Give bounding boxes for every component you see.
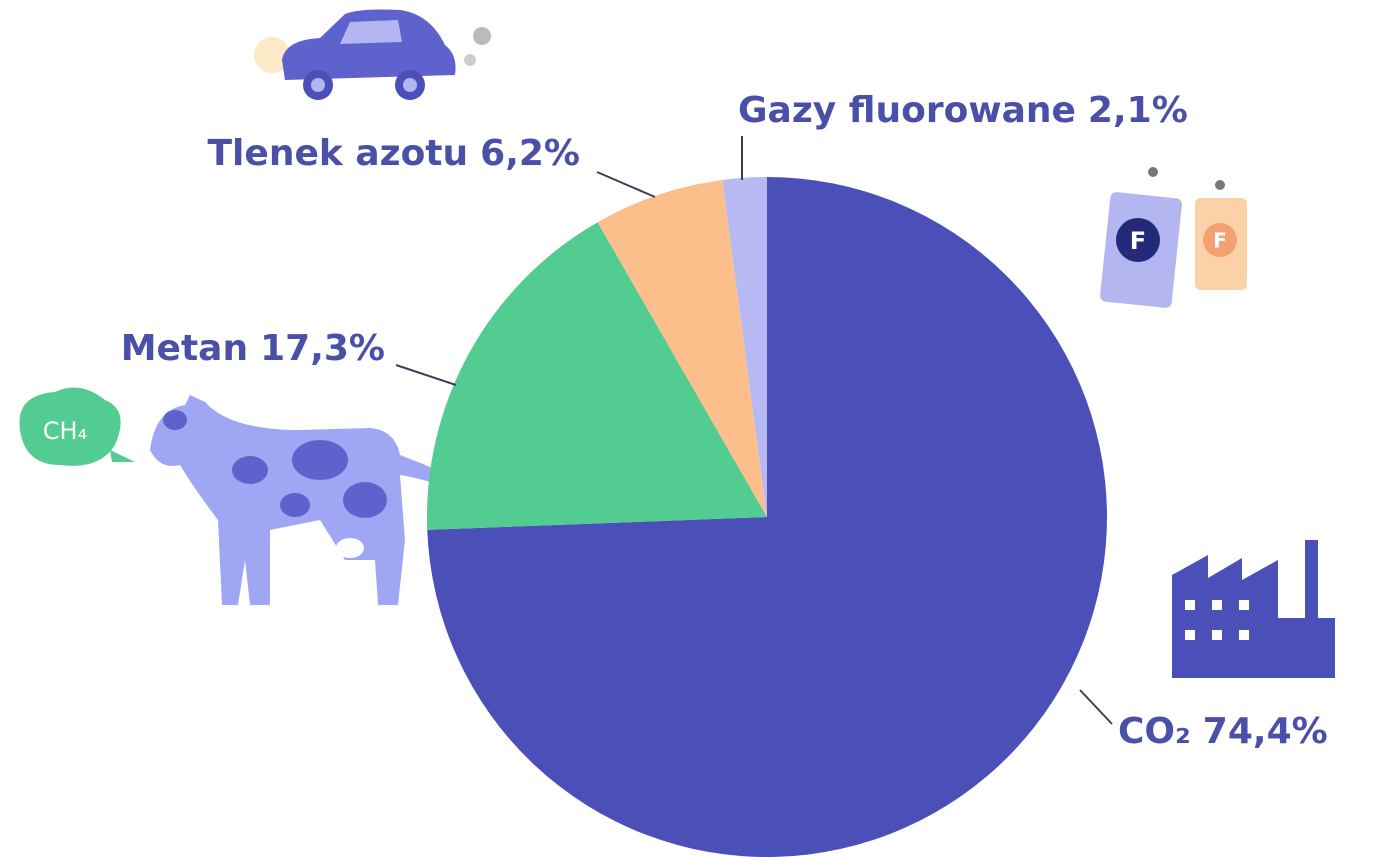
value-label: 6,2%: [480, 133, 580, 174]
pie-slice: [597, 179, 767, 518]
category-name: Gazy fluorowane: [738, 90, 1076, 131]
icon-label: CH₄: [43, 417, 87, 445]
leader-line: [596, 171, 656, 198]
spray-icon: F F: [1100, 167, 1247, 308]
cow-icon: CH₄: [19, 387, 480, 605]
leader-line: [1079, 689, 1113, 725]
leader-line: [395, 364, 457, 386]
icon-letter: F: [1213, 229, 1227, 253]
pie-slice: [427, 177, 1108, 857]
car-icon: [254, 9, 491, 100]
pie-slice: [426, 222, 767, 530]
slice-label: Tlenek azotu 6,2%: [208, 133, 581, 174]
slice-label: Metan 17,3%: [121, 328, 385, 369]
icon-letter: F: [1130, 227, 1146, 255]
slice-label: CO₂ 74,4%: [1118, 711, 1328, 752]
value-label: 17,3%: [260, 328, 385, 369]
category-name: CO₂: [1118, 711, 1191, 752]
slice-label: Gazy fluorowane 2,1%: [738, 90, 1188, 131]
category-name: Tlenek azotu: [208, 133, 469, 174]
factory-icon: [1172, 540, 1335, 678]
value-label: 74,4%: [1203, 711, 1328, 752]
pie-slice: [722, 177, 767, 517]
category-name: Metan: [121, 328, 248, 369]
value-label: 2,1%: [1088, 90, 1188, 131]
